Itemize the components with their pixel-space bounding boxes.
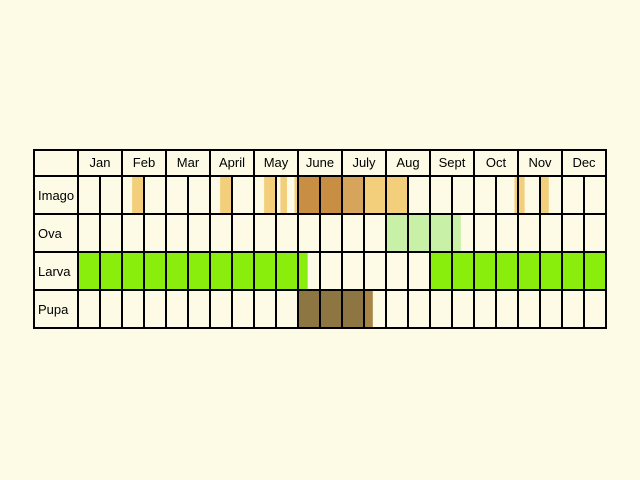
- occurrence-bar-imago-3: [280, 176, 287, 214]
- occurrence-bar-imago-6: [342, 176, 364, 214]
- grid-lines: [33, 149, 607, 329]
- month-label: Jan: [90, 155, 111, 170]
- occurrence-bar-imago-2: [264, 176, 276, 214]
- occurrence-bar-imago-4: [294, 176, 298, 214]
- month-label: Nov: [528, 155, 552, 170]
- stage-label-imago: Imago: [38, 188, 74, 203]
- labels: Jan Feb Mar April May June July Aug Sept Oct Nov De…: [38, 155, 596, 317]
- occurrence-bar-ova-0: [386, 214, 461, 252]
- occurrence-bar-imago-8: [514, 176, 525, 214]
- month-label: July: [352, 155, 376, 170]
- month-label: Mar: [177, 155, 200, 170]
- occurrence-bar-imago-1: [220, 176, 232, 214]
- stage-label-pupa: Pupa: [38, 302, 69, 317]
- month-label: Feb: [133, 155, 155, 170]
- month-label: April: [219, 155, 245, 170]
- month-label: Oct: [486, 155, 507, 170]
- month-label: Dec: [572, 155, 596, 170]
- month-label: Aug: [396, 155, 419, 170]
- occurrence-bar-larva-0: [78, 252, 308, 290]
- month-label: June: [306, 155, 334, 170]
- occurrence-bar-pupa-0: [298, 290, 364, 328]
- occurrence-bar-imago-0: [132, 176, 144, 214]
- occurrence-bar-pupa-1: [364, 290, 373, 328]
- month-label: Sept: [439, 155, 466, 170]
- stage-label-ova: Ova: [38, 226, 63, 241]
- stage-label-larva: Larva: [38, 264, 71, 279]
- occurrence-bar-imago-9: [540, 176, 549, 214]
- month-label: May: [264, 155, 289, 170]
